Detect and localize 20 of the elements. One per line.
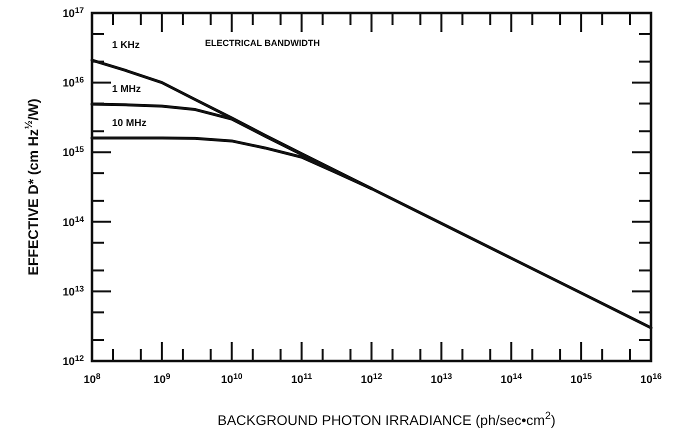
y-tick-label: 10$^{13}$ (62, 284, 84, 298)
series-label: 1 KHz (112, 40, 140, 52)
x-tick-label: 10$^{11}$ (291, 372, 313, 386)
x-tick-label: 10$^{10}$ (221, 372, 243, 386)
x-tick-label: 10$^{9}$ (153, 372, 171, 386)
x-tick-label: 10$^{13}$ (430, 372, 452, 386)
annotation: ELECTRICAL BANDWIDTH (205, 38, 320, 48)
x-tick-label: 10$^{8}$ (84, 372, 101, 386)
x-tick-label: 10$^{14}$ (500, 372, 522, 386)
y-tick-label: 10$^{16}$ (62, 75, 84, 90)
y-tick-label: 10$^{12}$ (62, 354, 84, 368)
y-tick-label: 10$^{15}$ (62, 144, 84, 160)
series-label: 10 MHz (112, 118, 146, 129)
x-tick-label: 10$^{15}$ (570, 372, 592, 386)
x-axis-title: BACKGROUND PHOTON IRRADIANCE (ph/sec•cm$^{2}$) (218, 410, 556, 428)
series-label: 1 MHz (112, 84, 141, 96)
y-tick-label: 10$^{17}$ (62, 6, 84, 20)
y-tick-label: 10$^{14}$ (62, 214, 84, 229)
x-tick-label: 10$^{16}$ (640, 372, 662, 386)
x-tick-label: 10$^{12}$ (360, 372, 383, 386)
